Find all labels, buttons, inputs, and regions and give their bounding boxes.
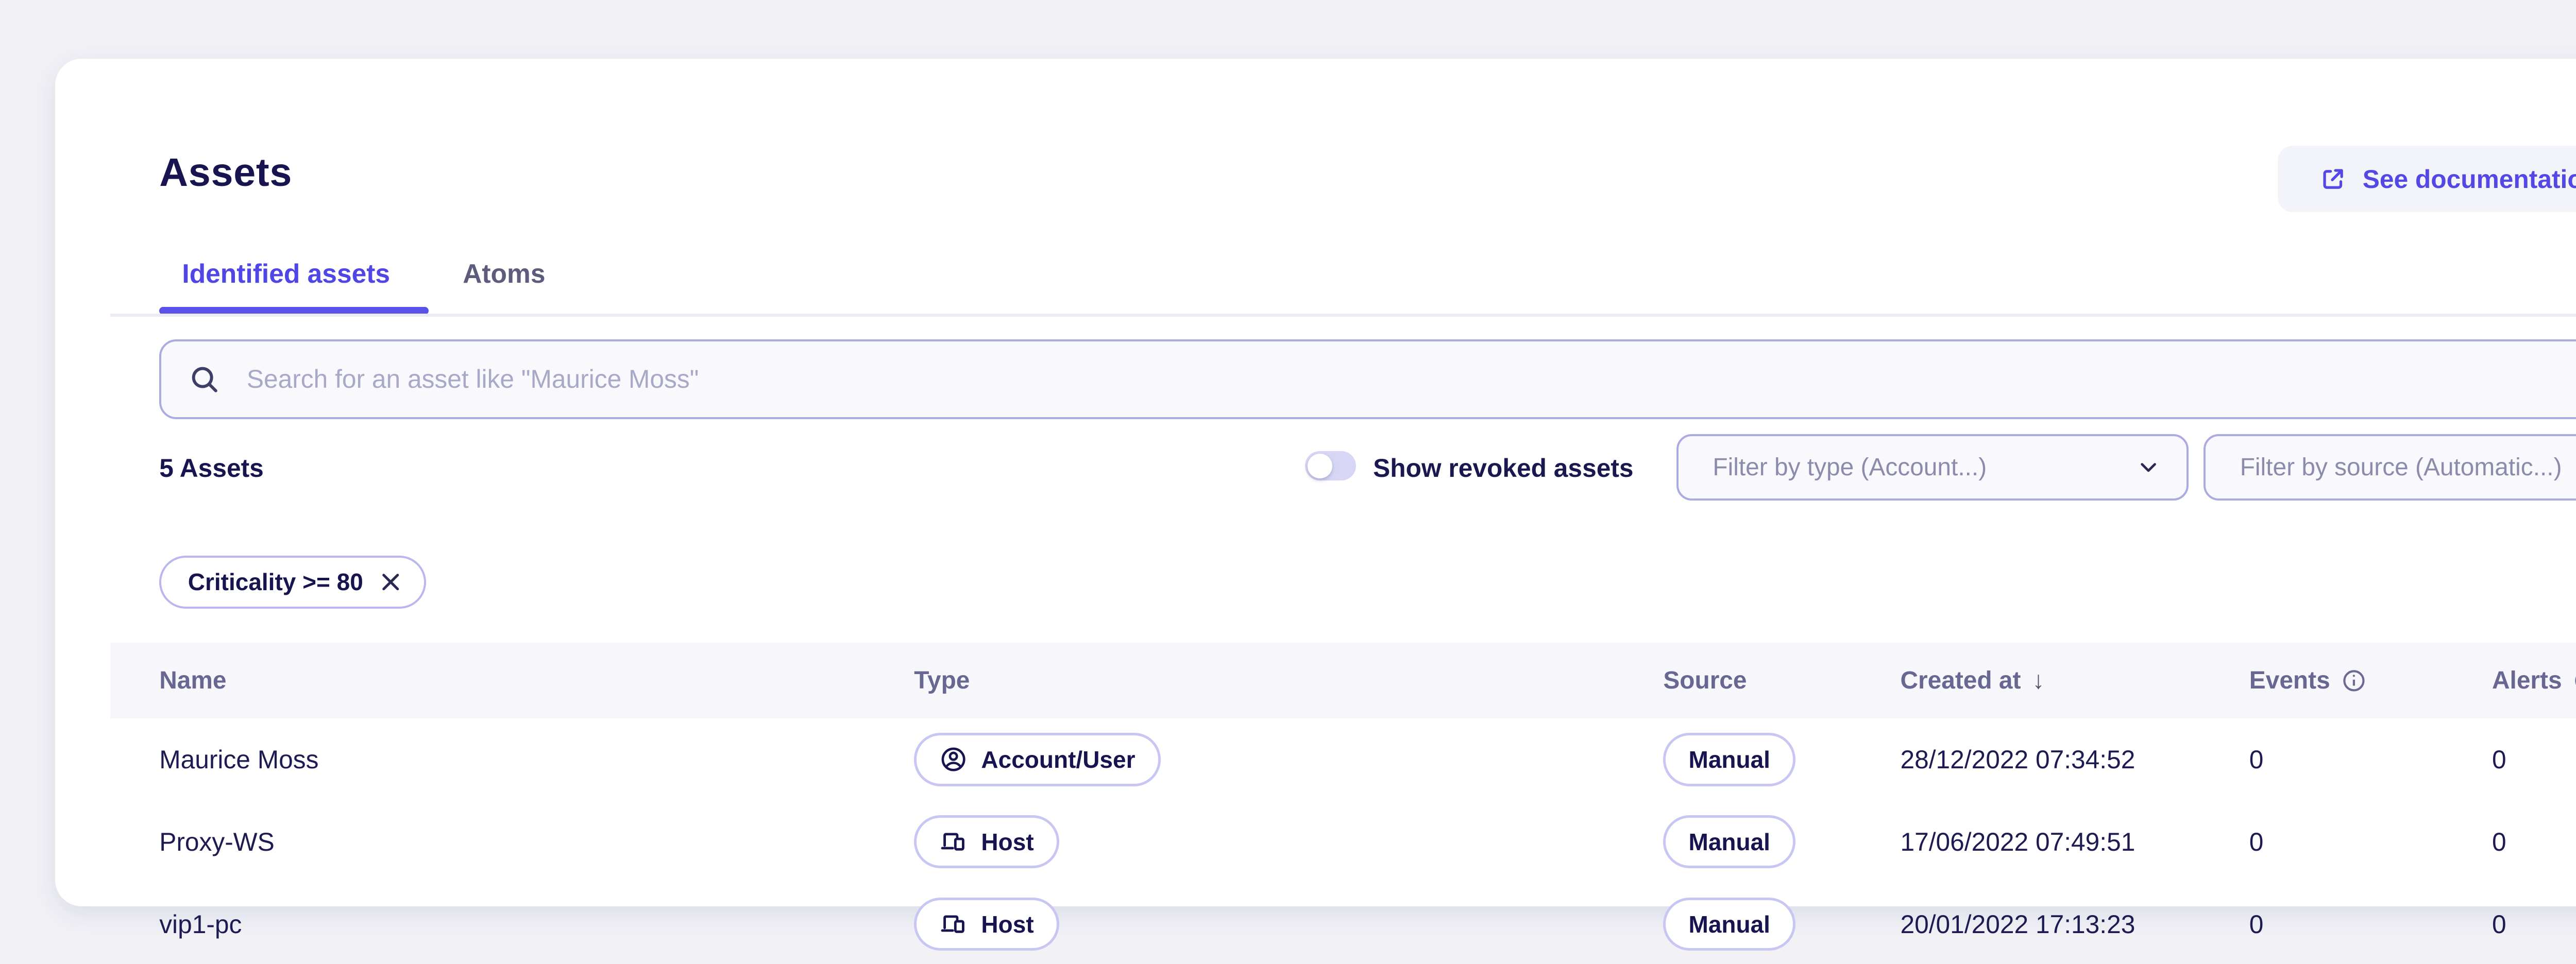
type-badge-label: Host [981,828,1034,855]
see-documentation-button[interactable]: See documentation [2278,146,2576,213]
events-count: 0 [2249,745,2264,774]
tab-identified-assets[interactable]: Identified assets [182,258,391,288]
type-badge-label: Host [981,910,1034,938]
source-badge: Manual [1663,815,1796,869]
see-documentation-label: See documentation [2362,164,2576,194]
column-header-name[interactable]: Name [159,667,227,694]
show-revoked-label: Show revoked assets [1373,453,1634,483]
source-badge: Manual [1663,898,1796,951]
search-icon [188,363,221,395]
active-tab-underline [159,307,429,315]
created-at-value: 20/01/2022 17:13:23 [1900,909,2136,939]
sort-desc-icon: ↓ [2032,667,2045,694]
source-badge: Manual [1663,733,1796,786]
column-header-alerts[interactable]: Alerts [2492,643,2576,718]
column-header-source[interactable]: Source [1663,667,1747,694]
filter-by-type-select[interactable]: Filter by type (Account...) [1676,434,2189,501]
page-title: Assets [159,150,293,195]
type-badge: Host [914,898,1059,951]
created-at-value: 28/12/2022 07:34:52 [1900,745,2136,774]
events-count: 0 [2249,827,2264,856]
column-header-events[interactable]: Events [2249,643,2366,718]
remove-filter-icon[interactable] [380,572,401,592]
asset-name: Proxy-WS [159,827,275,856]
show-revoked-toggle[interactable] [1304,451,1356,481]
asset-search [159,339,2576,419]
assets-card: Assets See documentation + New asset Ide… [55,59,2576,951]
host-icon [939,910,968,938]
info-icon[interactable] [2342,668,2366,693]
asset-name: Maurice Moss [159,745,319,774]
filter-by-type-value: Filter by type (Account...) [1713,453,1987,481]
events-count: 0 [2249,909,2264,939]
alerts-count: 0 [2492,827,2506,856]
chip-label: Criticality >= 80 [188,569,363,596]
type-badge: Host [914,815,1059,869]
info-icon[interactable] [2573,668,2576,693]
tab-atoms[interactable]: Atoms [463,258,546,288]
filter-by-source-select[interactable]: Filter by source (Automatic...) [2204,434,2576,501]
table-row[interactable]: Proxy-WS Host Manual 17/06/2022 07:49:51… [110,801,2576,883]
column-header-created-at[interactable]: Created at ↓ [1900,667,2045,694]
search-input[interactable] [243,362,2576,396]
criticality-filter-chip: Criticality >= 80 [159,555,426,609]
table-row[interactable]: vip1-pc Host Manual 20/01/2022 17:13:23 … [110,883,2576,964]
alerts-count: 0 [2492,745,2506,774]
table-header: Name Type Source Created at ↓ Events Aler… [110,642,2576,719]
toggle-knob [1308,453,1332,478]
filter-by-source-value: Filter by source (Automatic...) [2240,453,2562,481]
user-circle-icon [939,745,968,773]
type-badge: Account/User [914,733,1161,786]
created-at-value: 17/06/2022 07:49:51 [1900,827,2136,856]
host-icon [939,828,968,856]
table-row[interactable]: Maurice Moss Account/User Manual 28/12/2… [110,718,2576,801]
type-badge-label: Account/User [981,746,1136,773]
external-link-icon [2319,165,2347,193]
chevron-down-icon [2137,456,2160,478]
assets-count: 5 Assets [159,453,264,483]
asset-name: vip1-pc [159,909,242,939]
column-header-type[interactable]: Type [914,667,970,694]
tabbar-divider [110,314,2576,317]
alerts-count: 0 [2492,909,2506,939]
